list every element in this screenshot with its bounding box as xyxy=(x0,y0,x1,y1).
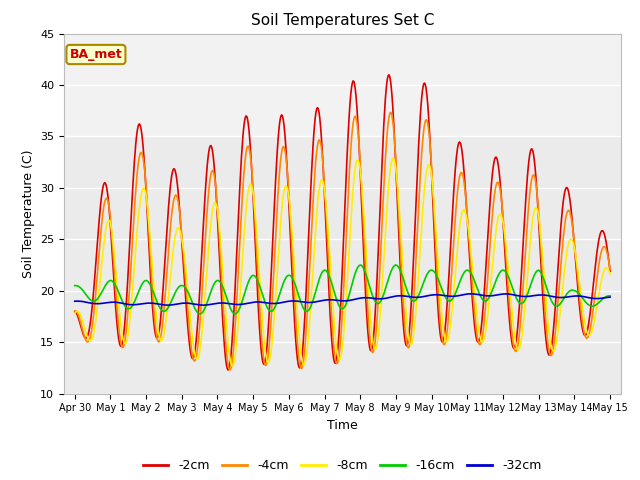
-32cm xyxy=(467,291,475,297)
-32cm xyxy=(219,300,227,306)
-32cm xyxy=(408,294,416,300)
-4cm xyxy=(190,358,198,363)
-4cm xyxy=(226,367,234,373)
-8cm xyxy=(228,363,236,369)
-8cm xyxy=(424,162,432,168)
Text: BA_met: BA_met xyxy=(70,48,122,61)
Line: -16cm: -16cm xyxy=(75,265,610,314)
-16cm xyxy=(409,298,417,304)
-4cm xyxy=(606,266,614,272)
X-axis label: Time: Time xyxy=(327,419,358,432)
-8cm xyxy=(390,156,397,161)
Legend: -2cm, -4cm, -8cm, -16cm, -32cm: -2cm, -4cm, -8cm, -16cm, -32cm xyxy=(138,455,547,477)
-2cm xyxy=(409,272,417,278)
-8cm xyxy=(218,260,226,265)
-2cm xyxy=(190,354,198,360)
-2cm xyxy=(81,334,88,340)
-4cm xyxy=(409,312,417,318)
-32cm xyxy=(136,301,143,307)
Bar xyxy=(64,34,621,136)
-4cm xyxy=(387,109,394,115)
-8cm xyxy=(136,204,143,209)
Y-axis label: Soil Temperature (C): Soil Temperature (C) xyxy=(22,149,35,278)
-8cm xyxy=(81,324,88,330)
-16cm xyxy=(392,262,399,268)
-4cm xyxy=(81,333,88,339)
-4cm xyxy=(71,308,79,314)
-16cm xyxy=(196,311,204,317)
-16cm xyxy=(219,284,227,290)
-2cm xyxy=(136,121,143,127)
-32cm xyxy=(71,299,79,304)
-32cm xyxy=(606,294,614,300)
-4cm xyxy=(136,153,143,159)
-16cm xyxy=(136,287,143,292)
-8cm xyxy=(409,337,417,343)
-2cm xyxy=(385,72,393,78)
-32cm xyxy=(424,293,431,299)
Line: -2cm: -2cm xyxy=(75,75,610,370)
-4cm xyxy=(218,284,226,290)
-8cm xyxy=(190,346,198,352)
-16cm xyxy=(71,283,79,288)
-16cm xyxy=(424,269,432,275)
-2cm xyxy=(71,309,79,314)
-2cm xyxy=(424,111,432,117)
-16cm xyxy=(190,303,198,309)
-32cm xyxy=(81,299,88,305)
-32cm xyxy=(164,302,172,308)
-2cm xyxy=(606,268,614,274)
Line: -8cm: -8cm xyxy=(75,158,610,366)
-2cm xyxy=(224,367,232,373)
-16cm xyxy=(81,289,88,295)
-8cm xyxy=(606,271,614,277)
Line: -4cm: -4cm xyxy=(75,112,610,370)
-16cm xyxy=(606,293,614,299)
Line: -32cm: -32cm xyxy=(75,294,610,305)
Title: Soil Temperatures Set C: Soil Temperatures Set C xyxy=(251,13,434,28)
-32cm xyxy=(191,301,198,307)
-8cm xyxy=(71,311,79,316)
-2cm xyxy=(218,308,226,313)
-4cm xyxy=(424,125,432,131)
